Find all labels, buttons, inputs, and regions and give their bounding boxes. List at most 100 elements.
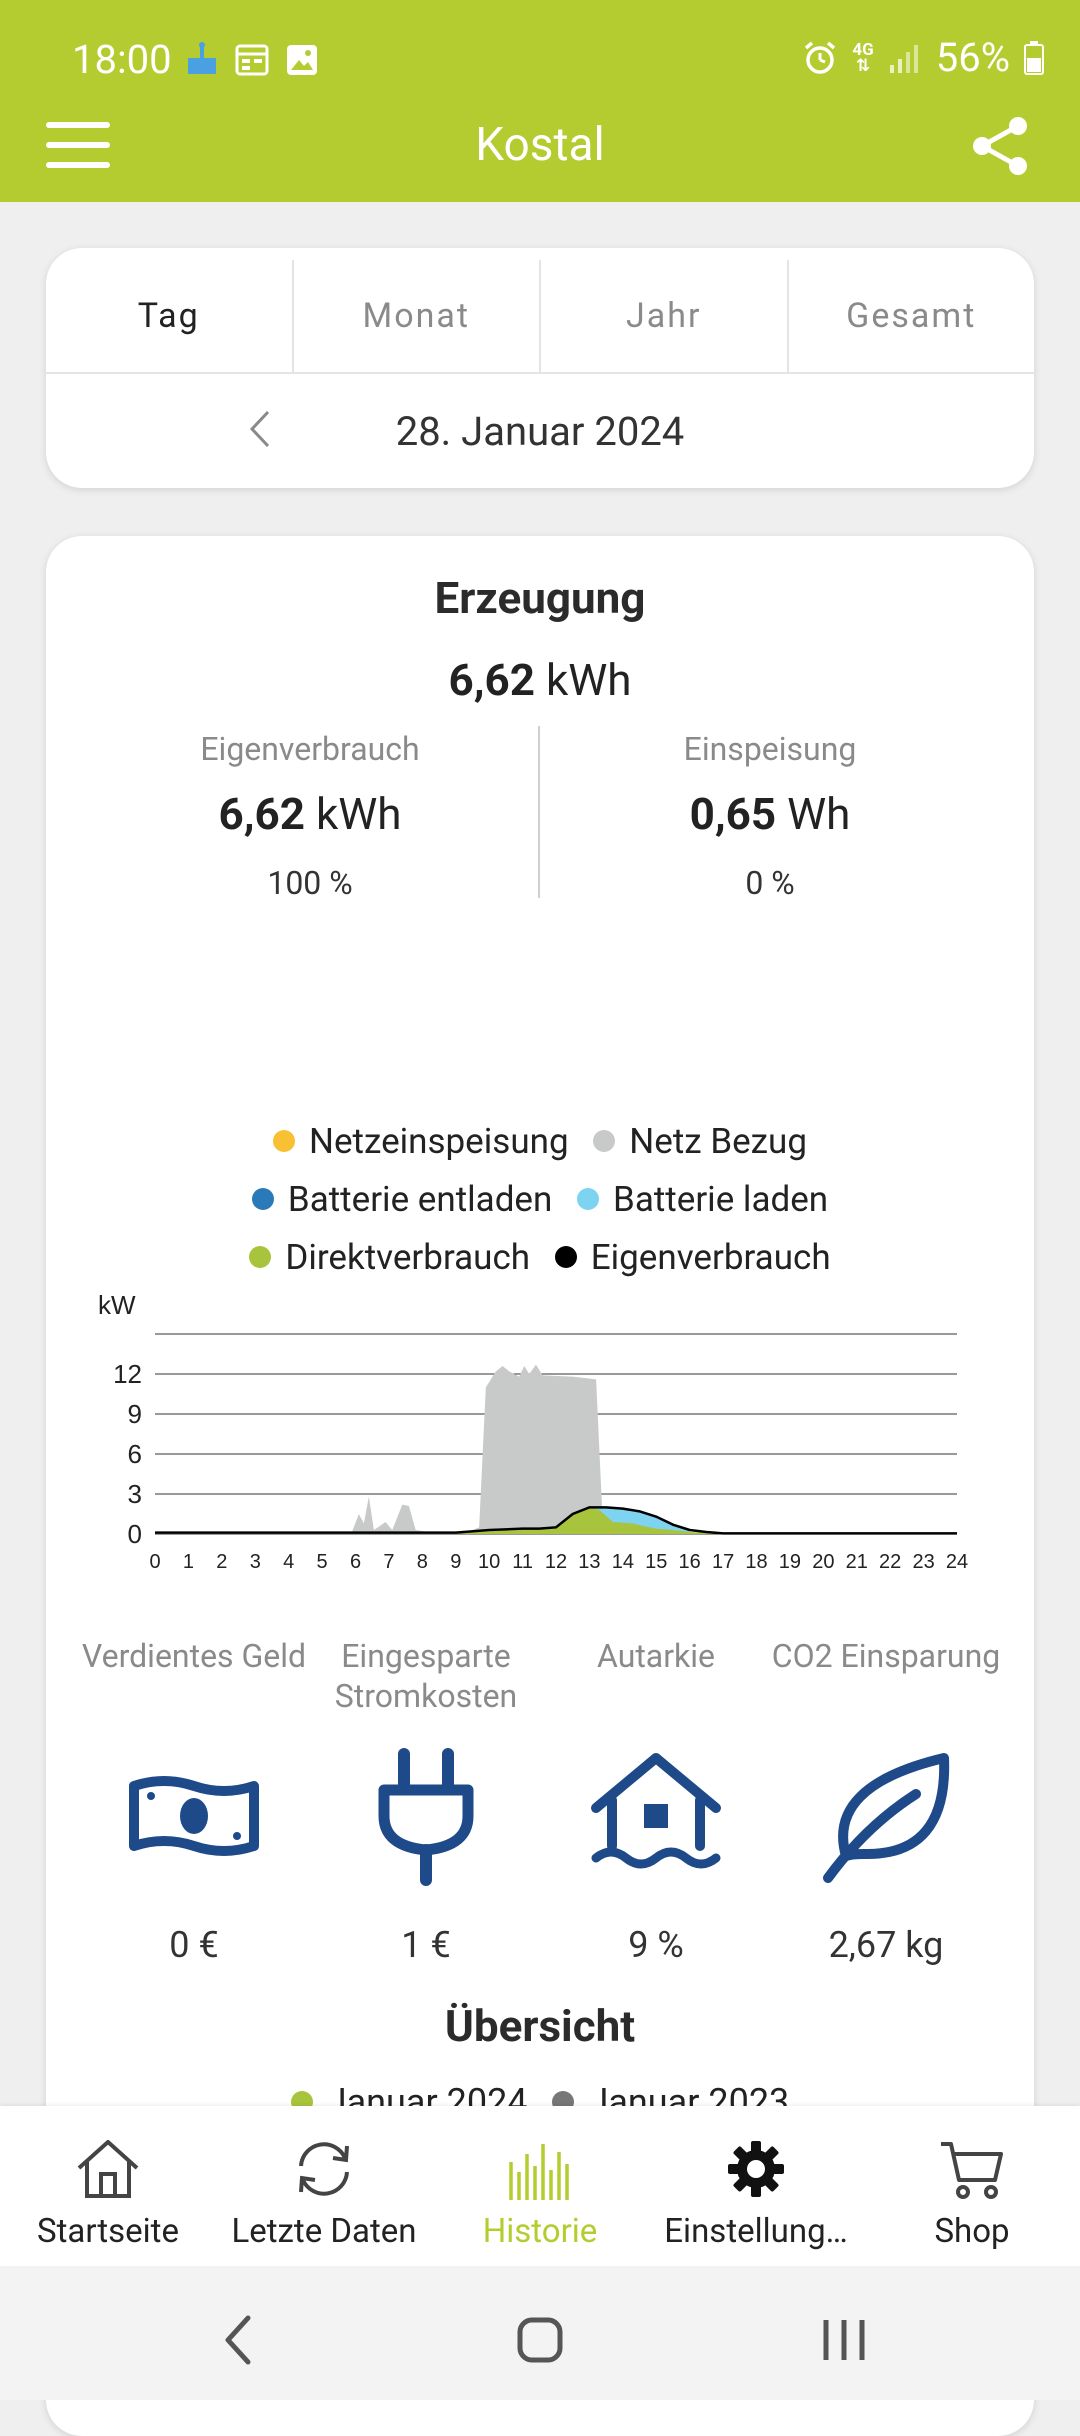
x-tick-label: 0: [149, 1551, 160, 1573]
kpi-label: Autarkie: [596, 1637, 716, 1675]
kpi-co2-savings: CO2 Einsparung 2,67 kg: [766, 1636, 1006, 1966]
self-consumption-unit: kWh: [315, 788, 402, 840]
x-tick-label: 21: [846, 1551, 868, 1573]
status-time: 18:00: [72, 36, 172, 83]
history-icon: [509, 2144, 569, 2200]
cake-icon: [188, 42, 216, 74]
legend-item: Netzeinspeisung: [273, 1121, 569, 1162]
alarm-icon: [805, 41, 836, 74]
legend-label: Netzeinspeisung: [309, 1120, 569, 1162]
x-tick-label: 15: [645, 1551, 667, 1573]
tab-gesamt[interactable]: Gesamt: [846, 296, 977, 336]
chart-legend-row-3: Direktverbrauch Eigenverbrauch: [0, 1236, 1080, 1278]
kpi-saved-costs: Eingesparte Stromkosten 1 €: [306, 1636, 546, 1966]
recents-icon[interactable]: [814, 2310, 874, 2370]
x-tick-label: 4: [283, 1551, 294, 1573]
tab-monat[interactable]: Monat: [294, 260, 541, 372]
status-bar: 18:00 4G ⇅ 56%: [0, 0, 1080, 120]
app-header: 18:00 4G ⇅ 56% Kostal: [0, 0, 1080, 202]
kpi-value: 9 %: [628, 1924, 684, 1966]
x-tick-label: 22: [879, 1551, 901, 1573]
network-type: 4G: [852, 39, 874, 60]
x-tick-label: 17: [712, 1551, 734, 1573]
x-tick-label: 16: [679, 1551, 701, 1573]
self-consumption-label: Eigenverbrauch: [200, 730, 420, 768]
legend-label: Batterie laden: [613, 1178, 829, 1220]
system-nav-bar: [0, 2266, 1080, 2400]
production-total-value: 6,62: [448, 654, 536, 706]
x-tick-label: 18: [745, 1551, 767, 1573]
y-tick-label: 6: [128, 1439, 142, 1469]
stat-divider: [538, 726, 540, 898]
nav-label: Startseite: [37, 2212, 179, 2251]
nav-shop[interactable]: Shop: [864, 2106, 1080, 2266]
legend-label: Direktverbrauch: [285, 1236, 531, 1278]
self-consumption-value: 6,62: [218, 788, 306, 840]
menu-icon[interactable]: [46, 120, 112, 170]
legend-label: Netz Bezug: [629, 1120, 807, 1162]
nav-letzte-daten[interactable]: Letzte Daten: [216, 2106, 432, 2266]
overview-title: Übersicht: [444, 2000, 636, 2052]
production-title: Erzeugung: [434, 572, 646, 624]
chart-legend-row-2: Batterie entladen Batterie laden: [0, 1178, 1080, 1220]
bottom-nav: Startseite Letzte Daten Historie: [0, 2106, 1080, 2266]
y-axis-label: kW: [98, 1290, 136, 1320]
x-tick-label: 13: [578, 1551, 600, 1573]
x-tick-label: 6: [350, 1551, 361, 1573]
kpi-label: Eingesparte Stromkosten: [334, 1637, 518, 1715]
self-consumption-percent: 100 %: [267, 864, 353, 902]
nav-label: Historie: [482, 2212, 598, 2251]
home-icon: [77, 2140, 139, 2198]
x-tick-label: 8: [417, 1551, 428, 1573]
cart-icon: [941, 2142, 1003, 2199]
tab-tag[interactable]: Tag: [46, 260, 294, 372]
x-tick-label: 20: [812, 1551, 834, 1573]
nav-label: Shop: [934, 2212, 1010, 2251]
date-selector: 28. Januar 2024: [46, 374, 1034, 488]
series-line-eigenverbrauch: [155, 1506, 957, 1535]
legend-label: Batterie entladen: [287, 1178, 553, 1220]
x-tick-label: 5: [317, 1551, 328, 1573]
x-tick-label: 3: [250, 1551, 261, 1573]
chevron-left-icon[interactable]: [240, 404, 280, 454]
nav-historie[interactable]: Historie: [432, 2106, 648, 2266]
legend-dot: [577, 1188, 600, 1210]
nav-einstellungen[interactable]: Einstellung…: [648, 2106, 864, 2266]
tab-jahr[interactable]: Jahr: [541, 260, 789, 372]
chart-legend-row-1: Netzeinspeisung Netz Bezug: [0, 1120, 1080, 1162]
production-total: 6,62 kWh: [46, 654, 1034, 706]
y-tick-label: 0: [128, 1519, 142, 1549]
x-tick-label: 7: [383, 1551, 394, 1573]
legend-item: Netz Bezug: [593, 1121, 807, 1162]
nav-startseite[interactable]: Startseite: [0, 2106, 216, 2266]
legend-dot: [593, 1130, 616, 1152]
x-tick-label: 23: [912, 1551, 934, 1573]
x-tick-label: 2: [216, 1551, 227, 1573]
plug-icon: [378, 1748, 474, 1886]
y-tick-label: 3: [128, 1479, 142, 1509]
kpi-value: 1 €: [401, 1924, 451, 1966]
legend-item: Direktverbrauch: [249, 1237, 530, 1278]
data-icon: 4G ⇅: [852, 39, 874, 76]
feed-in-percent: 0 %: [745, 864, 795, 902]
app-title: Kostal: [475, 118, 605, 172]
legend-dot: [273, 1130, 295, 1152]
share-icon[interactable]: [968, 114, 1032, 178]
x-tick-label: 10: [478, 1551, 500, 1573]
feed-in-value: 0,65: [689, 788, 777, 840]
money-icon: [129, 1776, 259, 1856]
kpi-label: Verdientes Geld: [81, 1637, 307, 1675]
x-tick-label: 1: [183, 1551, 194, 1573]
signal-icon: [889, 44, 918, 73]
series-area-netz-bezug: [155, 1364, 957, 1534]
legend-item: Batterie laden: [577, 1179, 828, 1220]
x-tick-label: 9: [450, 1551, 461, 1573]
home-button-icon[interactable]: [510, 2310, 570, 2370]
house-flood-icon: [591, 1753, 721, 1869]
production-total-unit: kWh: [545, 654, 632, 706]
kpi-value: 2,67 kg: [828, 1924, 944, 1966]
back-icon[interactable]: [210, 2310, 270, 2370]
refresh-icon: [299, 2142, 349, 2196]
kpi-earned-money: Verdientes Geld 0 €: [74, 1636, 314, 1966]
